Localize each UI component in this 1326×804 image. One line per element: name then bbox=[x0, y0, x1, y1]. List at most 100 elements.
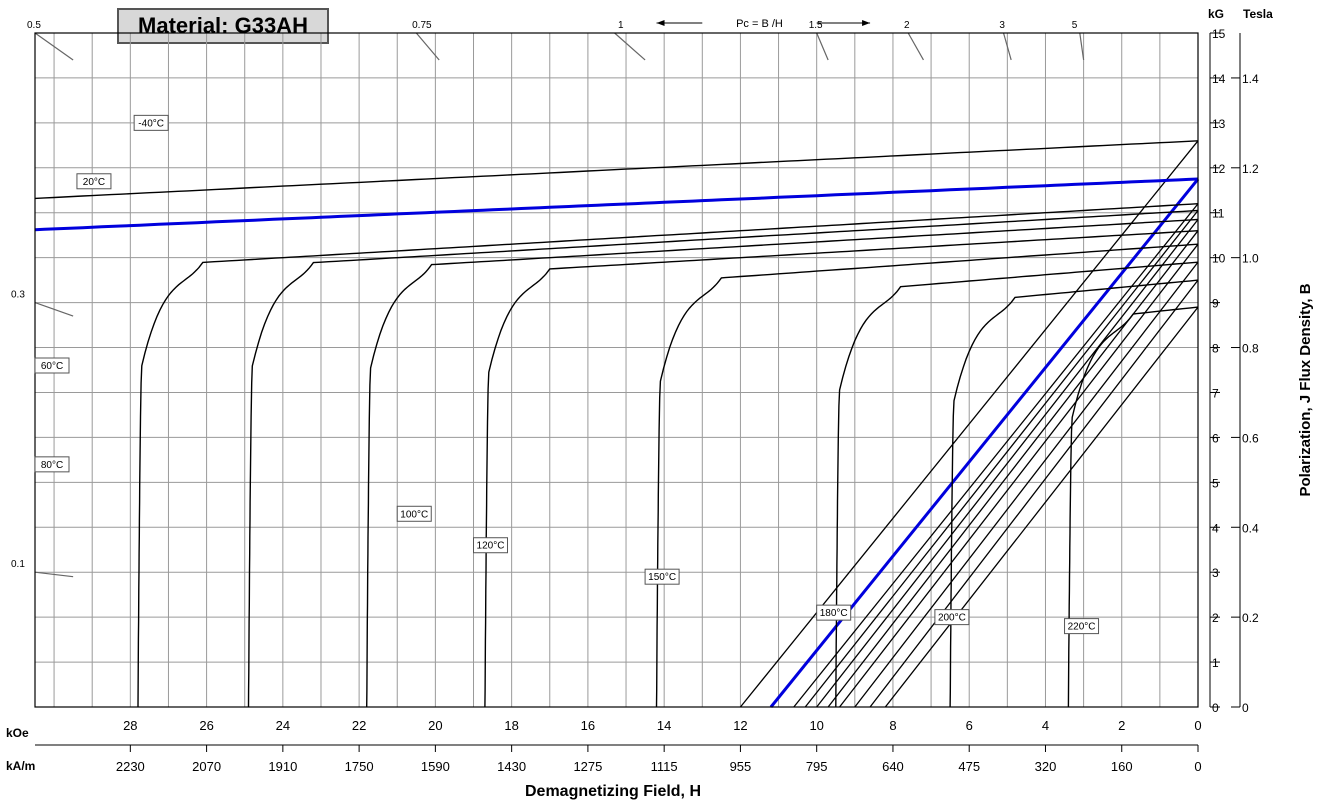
koe-tick-label: 2 bbox=[1118, 718, 1125, 733]
kam-tick-label: 640 bbox=[882, 759, 904, 774]
kg-tick-label: 13 bbox=[1212, 117, 1226, 131]
pc-tick bbox=[34, 571, 74, 578]
kam-tick-label: 1590 bbox=[421, 759, 450, 774]
curve-labels: -40°C 20°C 60°C 80°C 100°C 120°C 150°C 180°C 200… bbox=[34, 114, 1100, 635]
koe-unit-label: kOe bbox=[6, 726, 29, 740]
kam-tick-label: 160 bbox=[1111, 759, 1133, 774]
j-curve-180°C bbox=[835, 261, 1199, 708]
kg-tick-label: 7 bbox=[1212, 386, 1219, 400]
pc-tick bbox=[34, 32, 74, 61]
curve-label: 20°C bbox=[83, 177, 105, 188]
j-curve-150°C bbox=[655, 243, 1199, 708]
pc-label: 2 bbox=[904, 20, 910, 31]
kg-tick-label: 15 bbox=[1212, 27, 1226, 41]
j-curve-200°C bbox=[949, 279, 1199, 708]
kg-tick-label: 12 bbox=[1212, 162, 1226, 176]
curve-label-box bbox=[1064, 618, 1100, 635]
curve-label-box bbox=[34, 357, 70, 374]
chart-title: Material: G33AH bbox=[117, 8, 329, 44]
b-line-220°C bbox=[884, 306, 1199, 708]
kg-tick-label: 3 bbox=[1212, 566, 1219, 580]
pc-label: 0.1 bbox=[11, 559, 25, 570]
curve-label-box bbox=[934, 609, 970, 626]
j-curve-220°C bbox=[1067, 306, 1199, 708]
kam-tick-label: 475 bbox=[958, 759, 980, 774]
y-axis-title: Polarization, J Flux Density, B bbox=[1297, 283, 1314, 496]
kam-unit-label: kA/m bbox=[6, 759, 35, 773]
koe-tick-label: 24 bbox=[276, 718, 290, 733]
grid bbox=[35, 32, 1199, 708]
pc-label: 0.3 bbox=[11, 290, 25, 301]
b-line-150°C bbox=[839, 243, 1199, 708]
curve-label-box bbox=[76, 173, 112, 190]
pc-tick bbox=[415, 32, 440, 61]
j-curve-100°C bbox=[366, 218, 1199, 708]
koe-tick-label: 18 bbox=[504, 718, 518, 733]
axes: 0123456789101112131415kG00.20.40.60.81.0… bbox=[6, 7, 1314, 800]
tesla-tick-label: 1.4 bbox=[1242, 72, 1259, 86]
x-axis-title: Demagnetizing Field, H bbox=[525, 783, 701, 800]
j-curve--40°C bbox=[34, 140, 1199, 200]
b-line-80°C bbox=[804, 210, 1199, 708]
koe-tick-label: 6 bbox=[966, 718, 973, 733]
b-line-100°C bbox=[816, 219, 1199, 708]
koe-tick-label: 22 bbox=[352, 718, 366, 733]
pc-arrow-left-head bbox=[656, 20, 665, 26]
tesla-tick-label: 1.0 bbox=[1242, 252, 1259, 266]
curve-label: 180°C bbox=[820, 608, 848, 619]
polarization-curves bbox=[34, 140, 1199, 708]
b-line-200°C bbox=[869, 279, 1199, 708]
tesla-tick-label: 0.4 bbox=[1242, 521, 1259, 535]
pc-label: 1 bbox=[618, 20, 624, 31]
curve-label: 200°C bbox=[938, 613, 966, 624]
kam-tick-label: 1115 bbox=[651, 759, 678, 774]
curve-label: 80°C bbox=[41, 460, 63, 471]
koe-tick-label: 28 bbox=[123, 718, 137, 733]
koe-tick-label: 8 bbox=[889, 718, 896, 733]
kam-tick-label: 955 bbox=[730, 759, 752, 774]
curve-label: 120°C bbox=[477, 541, 505, 552]
kg-unit-label: kG bbox=[1208, 7, 1224, 21]
tesla-tick-label: 0.2 bbox=[1242, 611, 1259, 625]
curve-label: 100°C bbox=[400, 509, 428, 520]
curve-label-box bbox=[133, 114, 169, 131]
kg-tick-label: 14 bbox=[1212, 72, 1226, 86]
pc-guide-lines: 0.5 0.75 1 1.5 2 3 5 0.3 0.1 Pc = B /H bbox=[11, 18, 1085, 578]
curve-label: 150°C bbox=[648, 572, 676, 583]
curve-label: 60°C bbox=[41, 361, 63, 372]
tesla-tick-label: 0.6 bbox=[1242, 431, 1259, 445]
pc-tick bbox=[907, 32, 924, 61]
j-curve-20°C bbox=[34, 177, 1199, 232]
curve-label-box bbox=[644, 568, 680, 585]
curve-label: 220°C bbox=[1068, 622, 1096, 633]
j-curve-60°C bbox=[137, 203, 1199, 708]
b-line-20°C bbox=[769, 178, 1200, 708]
curve-label: -40°C bbox=[138, 118, 164, 129]
kam-tick-label: 1275 bbox=[573, 759, 602, 774]
koe-tick-label: 14 bbox=[657, 718, 671, 733]
tesla-unit-label: Tesla bbox=[1243, 7, 1273, 21]
koe-tick-label: 10 bbox=[809, 718, 823, 733]
kg-tick-label: 8 bbox=[1212, 342, 1219, 356]
kam-tick-label: 1430 bbox=[497, 759, 526, 774]
kam-tick-label: 1910 bbox=[268, 759, 297, 774]
j-curve-80°C bbox=[247, 209, 1199, 708]
tesla-tick-label: 0 bbox=[1242, 701, 1249, 715]
b-line-60°C bbox=[793, 203, 1199, 708]
plot-frame bbox=[34, 32, 1199, 708]
pc-arrow-right-head bbox=[862, 20, 871, 26]
pc-label: 3 bbox=[999, 20, 1005, 31]
kam-tick-label: 2230 bbox=[116, 759, 145, 774]
pc-marker-label: Pc = B /H bbox=[736, 18, 783, 30]
pc-label: 0.5 bbox=[27, 20, 41, 31]
j-curve-120°C bbox=[484, 230, 1199, 708]
pc-tick bbox=[34, 302, 74, 317]
kam-tick-label: 795 bbox=[806, 759, 828, 774]
kg-tick-label: 10 bbox=[1212, 252, 1226, 266]
curve-label-box bbox=[473, 537, 509, 554]
kg-tick-label: 4 bbox=[1212, 521, 1219, 535]
kg-tick-label: 11 bbox=[1212, 207, 1225, 221]
kam-tick-label: 2070 bbox=[192, 759, 221, 774]
curve-label-box bbox=[396, 505, 432, 522]
kam-tick-label: 0 bbox=[1194, 759, 1201, 774]
